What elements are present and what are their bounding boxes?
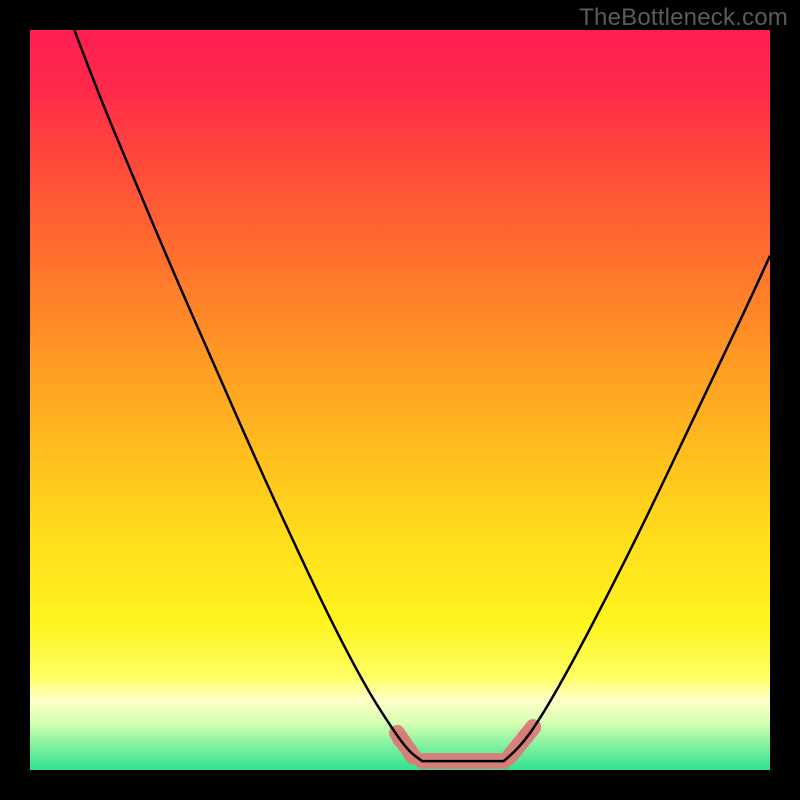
chart-frame: TheBottleneck.com xyxy=(0,0,800,800)
bottleneck-chart-svg xyxy=(0,0,800,800)
gradient-plot-area xyxy=(30,30,770,770)
watermark-text: TheBottleneck.com xyxy=(579,4,788,32)
